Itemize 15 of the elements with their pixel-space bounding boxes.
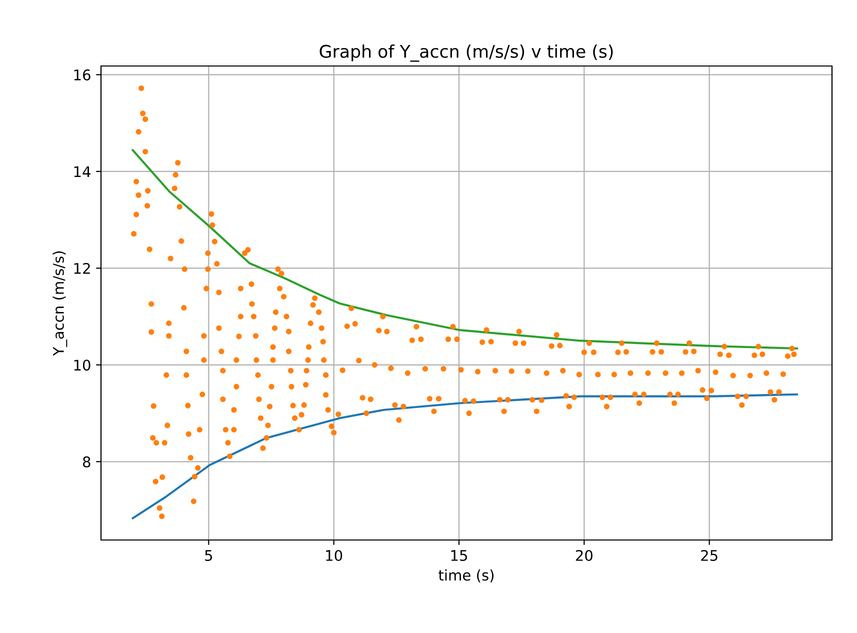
y-tick-label: 10	[74, 360, 90, 371]
chart-title: Graph of Y_accn (m/s/s) v time (s)	[320, 44, 613, 62]
y-tick-label: 8	[82, 456, 90, 468]
y-tick-label: 12	[74, 262, 90, 274]
x-tick-label: 5	[205, 550, 212, 562]
y-tick-label: 16	[74, 69, 90, 80]
y-axis-title: Y_accn (m/s/s)	[52, 251, 68, 356]
y-tick-label: 14	[74, 166, 90, 177]
line-series	[132, 149, 798, 350]
x-tick-label: 20	[576, 550, 592, 562]
x-tick-label: 10	[326, 550, 342, 562]
line-series	[132, 393, 798, 520]
x-tick-label: 25	[701, 550, 718, 562]
x-tick-label: 15	[451, 550, 467, 562]
x-axis-title: time (s)	[438, 569, 494, 582]
